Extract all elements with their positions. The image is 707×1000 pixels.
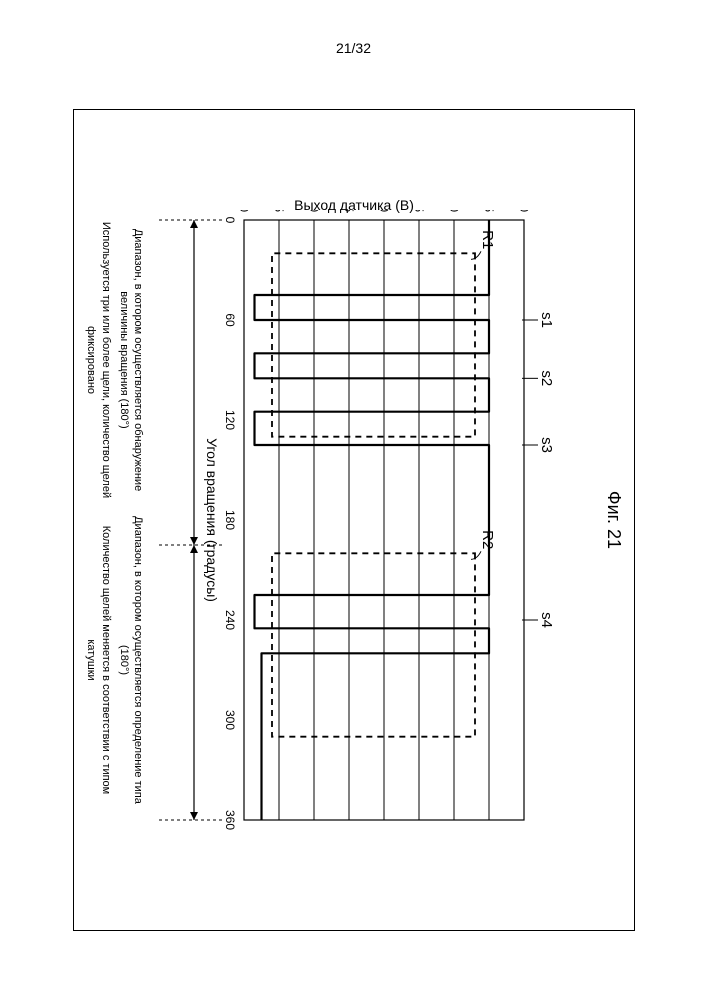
range-left-note: Используется три или более щели, количес… bbox=[84, 216, 113, 504]
range-left: Диапазон, в котором осуществляется обнар… bbox=[84, 210, 145, 510]
x-axis-label: Угол вращения (градусы) bbox=[204, 110, 220, 930]
svg-text:300: 300 bbox=[223, 710, 237, 730]
svg-text:s3: s3 bbox=[538, 437, 555, 453]
svg-text:3.5: 3.5 bbox=[482, 210, 496, 212]
svg-text:2.0: 2.0 bbox=[377, 210, 391, 212]
svg-text:120: 120 bbox=[223, 410, 237, 430]
svg-text:s2: s2 bbox=[538, 370, 555, 386]
page-number: 21/32 bbox=[0, 40, 707, 56]
svg-text:R1: R1 bbox=[479, 230, 496, 249]
svg-text:s4: s4 bbox=[538, 612, 555, 628]
svg-text:1.5: 1.5 bbox=[342, 210, 356, 212]
range-right-note: Количество щелей меняется в соответствии… bbox=[84, 516, 113, 804]
range-right-title: Диапазон, в котором осуществляется опред… bbox=[116, 516, 145, 804]
svg-text:2.5: 2.5 bbox=[412, 210, 426, 212]
svg-text:3.0: 3.0 bbox=[447, 210, 461, 212]
svg-text:180: 180 bbox=[223, 510, 237, 530]
svg-text:0: 0 bbox=[223, 217, 237, 224]
svg-text:0.0: 0.0 bbox=[237, 210, 251, 212]
svg-text:4.0: 4.0 bbox=[517, 210, 531, 212]
range-annotations: Диапазон, в котором осуществляется обнар… bbox=[84, 210, 145, 810]
svg-text:R2: R2 bbox=[479, 530, 496, 549]
svg-text:60: 60 bbox=[223, 313, 237, 327]
svg-text:1.0: 1.0 bbox=[307, 210, 321, 212]
figure-rotated-container: Фиг. 21 Выход датчика (В) 0.00.51.01.52.… bbox=[73, 109, 635, 931]
svg-text:360: 360 bbox=[223, 810, 237, 830]
svg-text:0.5: 0.5 bbox=[272, 210, 286, 212]
svg-text:s1: s1 bbox=[538, 312, 555, 328]
figure-box: Фиг. 21 Выход датчика (В) 0.00.51.01.52.… bbox=[73, 109, 635, 931]
svg-text:240: 240 bbox=[223, 610, 237, 630]
range-right: Диапазон, в котором осуществляется опред… bbox=[84, 510, 145, 810]
figure-title: Фиг. 21 bbox=[603, 110, 624, 930]
range-left-title: Диапазон, в котором осуществляется обнар… bbox=[116, 216, 145, 504]
